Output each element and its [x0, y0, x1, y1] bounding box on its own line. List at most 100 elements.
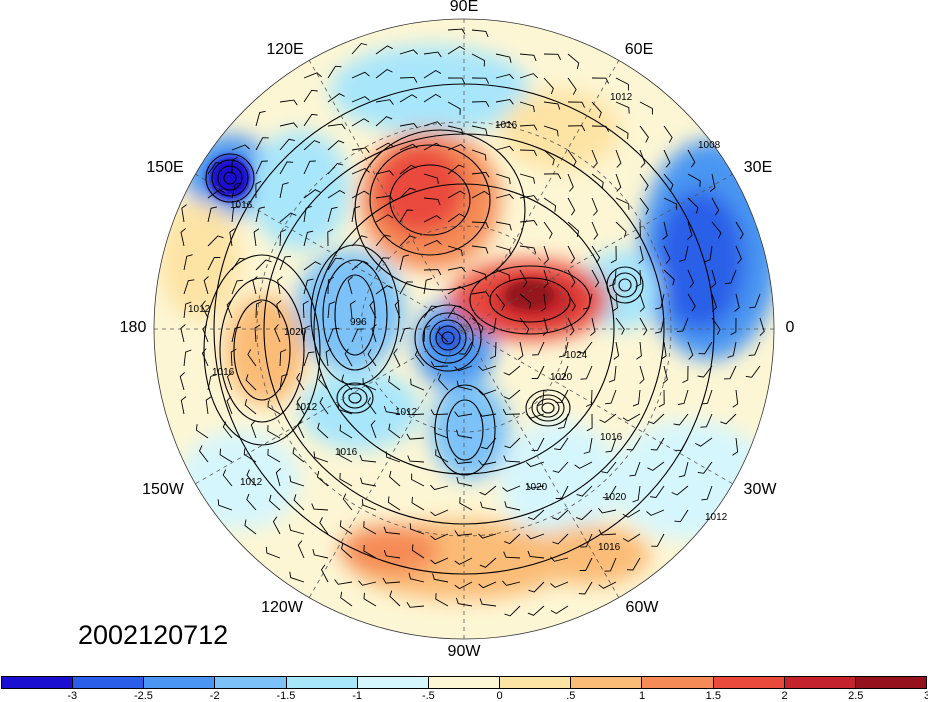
wind-barb [536, 389, 545, 407]
wind-barb [207, 235, 224, 247]
wind-barb [447, 213, 465, 223]
wind-barb [543, 245, 550, 264]
wind-barb [687, 269, 695, 288]
wind-barb [430, 361, 449, 368]
wind-barb [701, 389, 713, 405]
wind-barb [495, 121, 514, 127]
wind-barb [244, 399, 257, 415]
wind-barb [650, 437, 665, 451]
wind-barb [432, 573, 449, 583]
wind-barb [687, 221, 693, 240]
wind-barb [519, 53, 537, 62]
wind-barb [319, 396, 329, 415]
colorbar-box [215, 677, 287, 688]
wind-barb [519, 124, 538, 131]
wind-barb [327, 65, 342, 79]
wind-barb [586, 413, 593, 432]
wind-barb [388, 470, 401, 487]
wind-barb [608, 365, 617, 383]
wind-barb [567, 125, 586, 132]
wind-barb [231, 156, 238, 175]
wind-barb [414, 349, 425, 367]
wind-barb [339, 449, 353, 463]
colorbar [1, 676, 927, 689]
wind-barb [543, 101, 561, 110]
wind-barb [360, 477, 377, 487]
wind-barb [602, 485, 617, 499]
contour-label: 1012 [705, 512, 728, 523]
wind-barb [711, 269, 717, 288]
wind-barb [325, 348, 332, 367]
wind-barb [423, 277, 433, 295]
wind-barb [399, 187, 416, 199]
wind-barb [459, 497, 473, 511]
contour-label: 1020 [525, 482, 548, 493]
wind-barb [471, 269, 487, 281]
wind-barb [255, 180, 262, 199]
wind-barb [375, 142, 394, 151]
wind-barb [519, 220, 538, 226]
wind-barb [268, 494, 281, 511]
wind-barb [267, 425, 281, 439]
contour-label: 1012 [610, 92, 633, 103]
wind-barb [447, 77, 466, 84]
contour-label: 1016 [600, 432, 623, 443]
wind-barb [615, 221, 627, 238]
wind-barb [635, 269, 642, 288]
wind-barb [231, 144, 250, 151]
wind-barb [183, 349, 192, 367]
wind-barb [202, 324, 209, 343]
colorbar-box [357, 677, 429, 688]
wind-barb [430, 484, 449, 491]
wind-barb [527, 509, 545, 521]
wind-barb [671, 485, 689, 496]
wind-barb [327, 189, 346, 199]
wind-barb [495, 293, 505, 311]
wind-barb [599, 413, 617, 424]
wind-barb [399, 281, 413, 295]
wind-barb [527, 605, 545, 616]
wind-barb [615, 197, 630, 210]
wind-barb [279, 229, 287, 247]
wind-barb [316, 470, 329, 487]
wind-barb [303, 351, 315, 367]
wind-barb [303, 113, 318, 127]
wind-barb [552, 533, 569, 545]
wind-barb [629, 461, 641, 477]
wind-barb [327, 123, 346, 130]
wind-barb [387, 496, 401, 511]
wind-barb [351, 71, 370, 79]
wind-barb [399, 143, 418, 151]
wind-barb [245, 374, 257, 391]
wind-barb [591, 197, 598, 216]
wind-barb [279, 255, 292, 271]
wind-barb [207, 189, 225, 199]
wind-barb [471, 53, 485, 67]
wind-barb [303, 261, 321, 271]
wind-barb [654, 317, 665, 334]
wind-barb [272, 516, 281, 535]
wind-barb [351, 190, 370, 199]
wind-barb [371, 324, 377, 343]
wind-barb [231, 326, 242, 343]
wind-barb [554, 437, 569, 451]
wind-barb [327, 327, 340, 343]
wind-barb [181, 204, 187, 223]
wind-barb [495, 245, 512, 256]
wind-barb [289, 475, 305, 487]
wind-barb [673, 413, 689, 426]
wind-barb [579, 557, 593, 571]
wind-barb [567, 221, 580, 238]
contour-label: 1012 [295, 402, 318, 413]
wind-barb [388, 375, 401, 391]
wind-barb [583, 437, 593, 454]
wind-barb [605, 437, 617, 453]
wind-barb [327, 228, 334, 247]
longitude-label-150e: 150E [146, 159, 184, 176]
wind-barb [531, 365, 545, 379]
contour-label: 1016 [212, 367, 235, 378]
wind-barb [207, 257, 221, 271]
longitude-label-150w: 150W [142, 481, 184, 498]
wind-barb [532, 341, 545, 356]
wind-barb [274, 324, 281, 343]
